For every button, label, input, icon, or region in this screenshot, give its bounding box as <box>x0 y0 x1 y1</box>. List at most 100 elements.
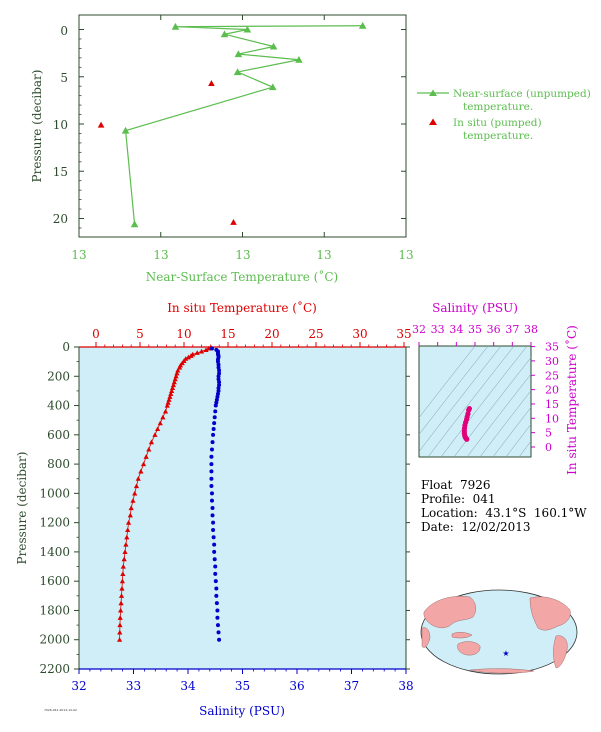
near-surface-point <box>233 68 242 76</box>
land-north-america <box>529 596 571 631</box>
temperature-point <box>172 376 178 382</box>
temperature-point <box>118 593 125 598</box>
temperature-tick-label: 25 <box>308 327 323 341</box>
world-map: ★ <box>420 589 578 675</box>
temperature-point <box>177 364 183 370</box>
salinity-point <box>209 346 214 351</box>
temperature-point <box>166 397 172 402</box>
temperature-axis-title: In situ Temperature (˚C) <box>167 300 317 315</box>
temperature-point <box>199 348 205 354</box>
salinity-tick-label: 33 <box>126 679 141 693</box>
ts-density-contour <box>505 423 531 457</box>
temperature-point <box>133 483 140 489</box>
ts-temperature-tick-label: 30 <box>545 355 559 368</box>
near-surface-point <box>268 83 277 91</box>
ts-temperature-tick-label: 15 <box>545 398 559 411</box>
land-asia <box>423 596 477 629</box>
salinity-tick-label: 36 <box>289 679 304 693</box>
near-surface-y-tick-labels: 0 5 10 15 20 <box>53 24 68 226</box>
ts-density-contour <box>518 440 531 457</box>
ts-density-contour <box>419 346 489 436</box>
map-landmasses <box>421 596 571 674</box>
near-surface-point <box>121 126 130 134</box>
legend-label-1a: Near-surface (unpumped) <box>453 88 591 100</box>
profile-number: Profile: 041 <box>421 492 496 506</box>
ts-point <box>464 436 470 442</box>
temperature-point <box>155 426 161 432</box>
temperature-point <box>125 520 132 525</box>
pressure-tick-label: 400 <box>47 399 70 413</box>
temperature-point <box>118 607 124 613</box>
temperature-tick-label: 10 <box>176 327 191 341</box>
profile-chart: 0 5 10 15 20 25 30 35 32 33 34 35 36 37 38 0 200 400 600 80… <box>15 300 414 718</box>
salinity-tick-label: 37 <box>344 679 359 693</box>
pressure-tick-label: 2200 <box>39 662 70 676</box>
near-surface-chart: 0 5 10 15 20 13 13 13 13 13 Near-Surface… <box>30 14 591 284</box>
temperature-point <box>123 541 129 547</box>
salinity-point <box>211 535 216 540</box>
near-surface-x-tick-labels: 13 13 13 13 13 <box>71 248 413 262</box>
pressure-tick-label: 800 <box>47 457 70 471</box>
ts-salinity-tick-label: 33 <box>431 323 445 336</box>
ts-salinity-title: Salinity (PSU) <box>432 301 518 315</box>
salinity-point <box>210 440 215 445</box>
pressure-tick-label: 200 <box>47 369 70 383</box>
near-surface-point <box>171 22 180 30</box>
salinity-tick-label: 38 <box>398 679 413 693</box>
near-surface-plot-frame <box>78 14 407 238</box>
ts-temperature-tick-label: 10 <box>545 412 559 425</box>
salinity-point <box>210 513 215 518</box>
ts-density-contour <box>479 390 531 457</box>
salinity-point <box>209 498 214 503</box>
temperature-point <box>117 615 123 620</box>
ts-series <box>461 405 472 442</box>
temperature-point <box>124 534 130 540</box>
ts-density-contour <box>419 346 502 453</box>
ts-density-contour <box>427 346 515 457</box>
ts-salinity-tick-label: 35 <box>468 323 482 336</box>
salinity-point <box>209 476 214 481</box>
temperature-point <box>138 468 144 474</box>
land-africa <box>421 627 431 648</box>
x-tick-label-5: 13 <box>398 248 413 262</box>
salinity-point <box>213 409 218 414</box>
ts-salinity-tick-label: 32 <box>412 323 426 336</box>
salinity-point <box>217 368 222 373</box>
in-situ-point <box>208 80 215 87</box>
pressure-tick-label: 1800 <box>39 603 70 617</box>
y-tick-label-5: 5 <box>60 71 68 85</box>
temperature-point <box>170 382 177 388</box>
temperature-tick-label: 15 <box>220 327 235 341</box>
salinity-point <box>213 571 218 576</box>
salinity-point <box>209 484 214 489</box>
pressure-tick-label: 0 <box>62 340 70 354</box>
x-tick-label-1: 13 <box>71 248 86 262</box>
near-surface-point <box>243 25 252 33</box>
temperature-point <box>164 402 170 408</box>
salinity-point <box>217 637 222 642</box>
near-surface-x-axis-label: Near-Surface Temperature (˚C) <box>146 269 338 284</box>
temperature-point <box>162 408 169 414</box>
y-tick-label-20: 20 <box>53 212 68 226</box>
ts-temperature-label: In situ Temperature (˚C) <box>564 325 579 475</box>
temperature-point <box>146 446 152 452</box>
ts-salinity-tick-label: 36 <box>487 323 501 336</box>
salinity-point <box>211 432 216 437</box>
ts-temperature-tick-label: 35 <box>545 341 559 354</box>
temperature-point <box>167 394 173 399</box>
profile-series <box>116 345 222 642</box>
temperature-point <box>165 400 171 405</box>
salinity-point <box>213 564 218 569</box>
salinity-point <box>216 374 221 379</box>
temperature-point <box>160 414 166 420</box>
in-situ-point <box>230 218 237 225</box>
temperature-point <box>117 629 123 635</box>
ts-density-contours <box>419 346 531 457</box>
salinity-point <box>212 557 217 562</box>
temperature-point <box>132 490 138 496</box>
salinity-point <box>211 426 216 431</box>
near-surface-point <box>269 42 278 50</box>
ts-density-contour <box>440 346 528 457</box>
near-surface-point <box>295 55 303 63</box>
profile-y-axis-label: Pressure (decibar) <box>15 452 29 565</box>
